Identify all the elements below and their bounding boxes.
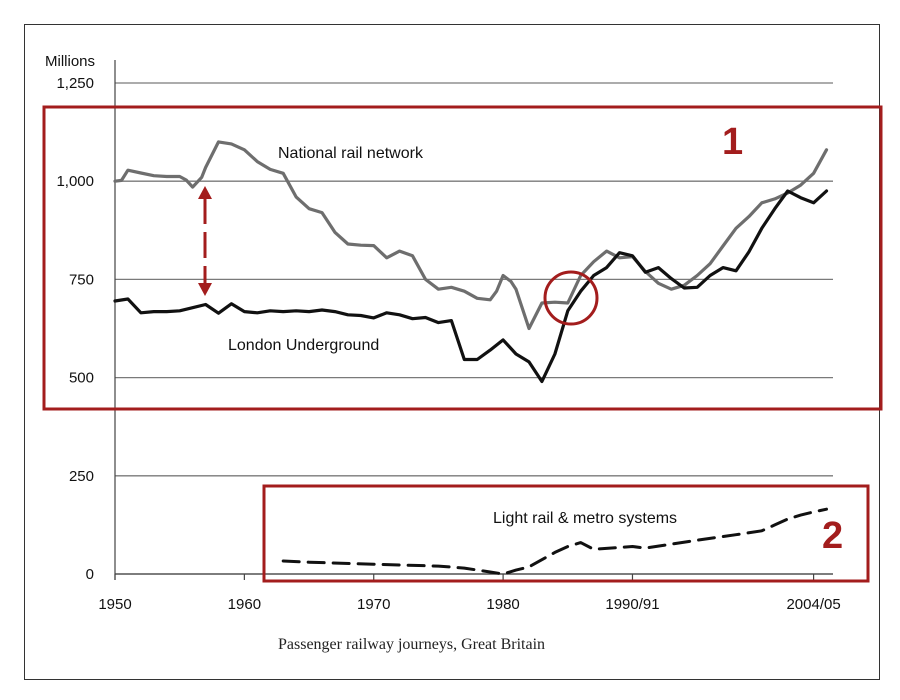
y-tick-label: 500	[69, 370, 94, 387]
series-label-light-rail: Light rail & metro systems	[493, 510, 677, 527]
y-tick-label: 1,250	[56, 75, 94, 92]
axes	[114, 60, 833, 580]
y-tick-label: 0	[86, 566, 94, 583]
x-tick-label: 1980	[486, 596, 519, 613]
crossover-circle	[543, 270, 599, 326]
series-line-light-rail	[281, 507, 828, 576]
x-tick-label: 1960	[228, 596, 261, 613]
y-tick-label: 750	[69, 271, 94, 288]
y-tick-label: 1,000	[56, 173, 94, 190]
x-tick-labels: 1950 1960 1970 1980 1990/91 2004/05	[98, 596, 840, 613]
gap-double-arrow	[198, 186, 212, 296]
highlight-box-1	[42, 105, 883, 411]
series-line-london-underground	[113, 189, 829, 384]
y-tick-label: 250	[69, 468, 94, 485]
series-line-national-rail	[113, 140, 829, 331]
chart-caption: Passenger railway journeys, Great Britai…	[278, 636, 545, 653]
series-lines	[113, 140, 829, 576]
y-tick-labels: 0 250 500 750 1,000 1,250	[56, 75, 94, 583]
y-axis-label: Millions	[45, 53, 95, 70]
x-tick-label: 1950	[98, 596, 131, 613]
box-number-1: 1	[722, 121, 743, 163]
series-label-london-underground: London Underground	[228, 337, 379, 354]
x-tick-label: 1990/91	[605, 596, 659, 613]
highlight-box-2	[262, 484, 870, 583]
x-tick-label: 1970	[357, 596, 390, 613]
series-label-national-rail: National rail network	[278, 145, 424, 162]
x-tick-label: 2004/05	[786, 596, 840, 613]
annotations: 1 2	[42, 105, 883, 583]
box-number-2: 2	[822, 515, 843, 557]
